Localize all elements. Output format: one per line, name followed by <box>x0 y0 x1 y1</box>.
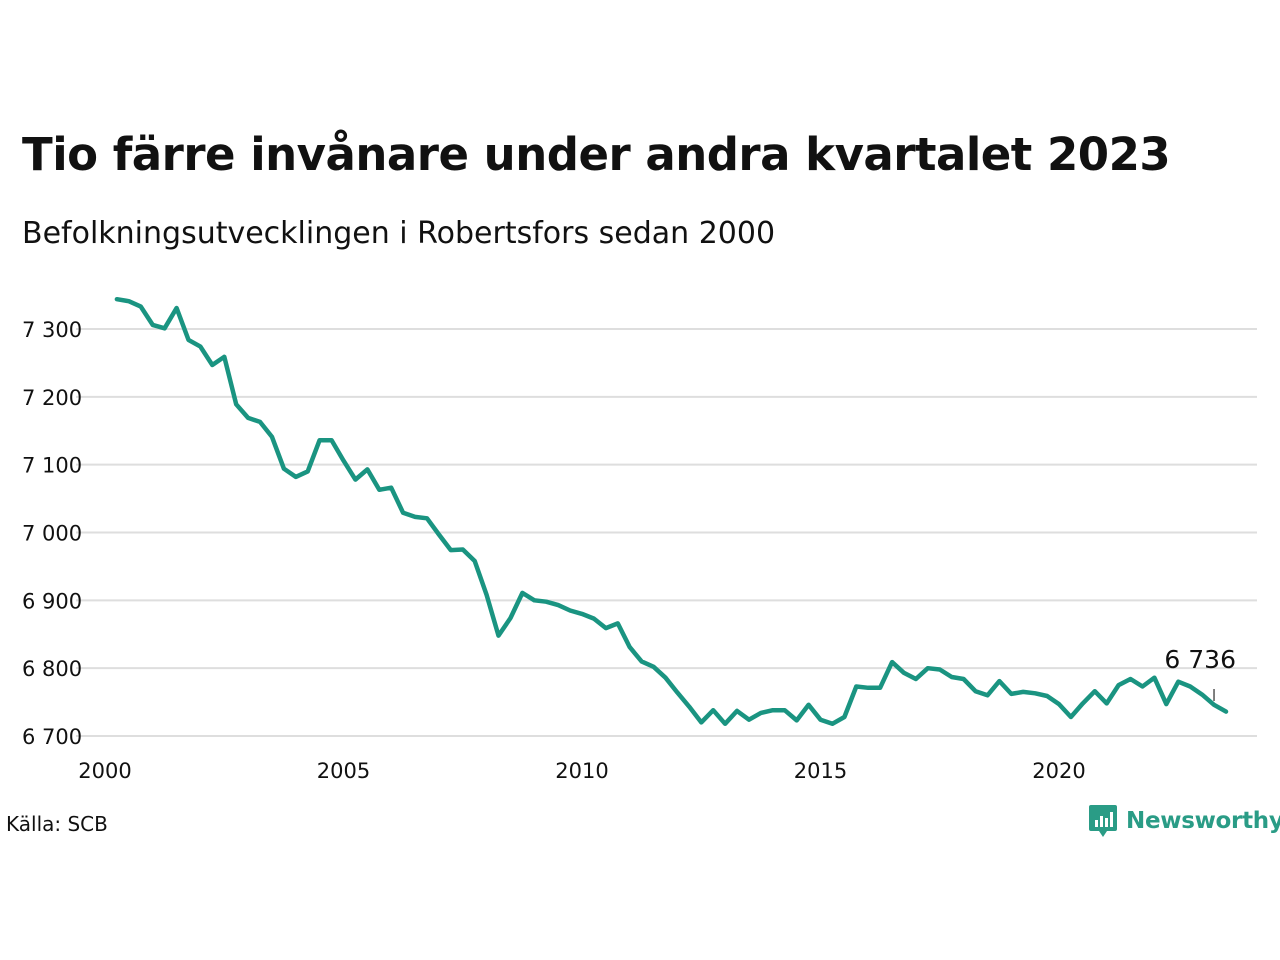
annotation-layer: 6 736 <box>1164 645 1236 701</box>
y-tick-label: 7 100 <box>22 454 82 478</box>
newsworthy-logo: Newsworthy <box>1088 803 1280 839</box>
chart-subtitle: Befolkningsutvecklingen i Robertsfors se… <box>22 216 776 251</box>
x-tick-label: 2020 <box>1032 759 1085 783</box>
y-tick-label: 7 300 <box>22 318 82 342</box>
series-layer <box>114 296 1229 727</box>
series-line <box>114 296 1229 727</box>
x-tick-label: 2015 <box>794 759 847 783</box>
brand-name: Newsworthy <box>1126 808 1280 834</box>
y-tick-label: 6 700 <box>22 725 82 749</box>
x-tick-label: 2000 <box>78 759 131 783</box>
x-tick-label: 2005 <box>317 759 370 783</box>
source-note: Källa: SCB <box>6 812 108 836</box>
x-axis-ticks: 2000 2005 2010 2015 2020 <box>78 759 1085 783</box>
x-tick-label: 2010 <box>555 759 608 783</box>
chart-title: Tio färre invånare under andra kvartalet… <box>22 128 1171 181</box>
y-axis-ticks: 6 700 6 800 6 900 7 000 7 100 7 200 7 300 <box>22 318 82 749</box>
last-value-label: 6 736 <box>1164 645 1236 674</box>
y-tick-label: 7 200 <box>22 386 82 410</box>
y-tick-label: 6 900 <box>22 589 82 613</box>
gridlines <box>76 328 1257 737</box>
y-tick-label: 7 000 <box>22 522 82 546</box>
y-tick-label: 6 800 <box>22 657 82 681</box>
newsworthy-logo-icon <box>1089 805 1117 837</box>
